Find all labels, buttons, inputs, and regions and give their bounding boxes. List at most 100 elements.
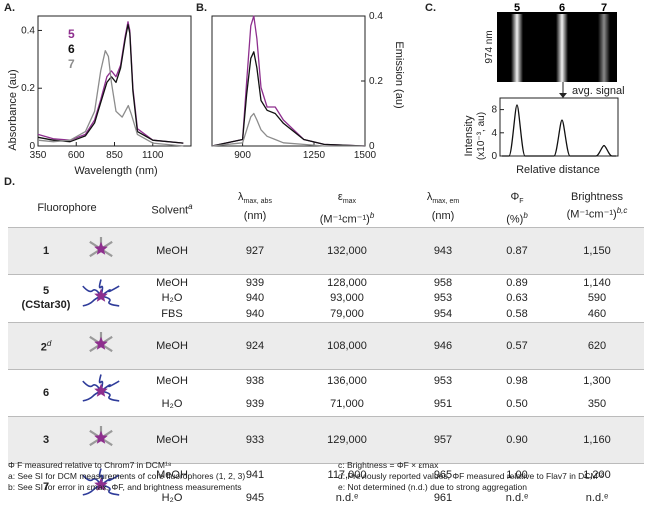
emission-ytick-label: 0.4: [369, 11, 383, 22]
fluorophore-cell: 2d: [8, 322, 126, 369]
epsilon-cell: 79,000: [330, 308, 364, 321]
table-row: 5 (CStar30) MeOH 939 128,000 958 0.89 1,140: [8, 274, 644, 311]
absorbance-series-7: [37, 50, 184, 147]
lambda-abs-cell: 924: [245, 339, 265, 352]
lambda-em-cell: 943: [433, 244, 453, 257]
epsilon-cell: 108,000: [327, 339, 367, 352]
compound-number: 2: [40, 341, 47, 354]
brightness-cell: 350: [587, 398, 607, 411]
legend-6: 6: [68, 42, 75, 56]
solvent-cell: FBS: [161, 308, 183, 321]
lambda-em-cell: 961: [433, 492, 453, 505]
table-header: Fluorophore Solventa λmax, abs (nm) εmax(…: [8, 190, 644, 227]
quantum-yield-cell: n.d.ᵉ: [505, 492, 529, 505]
intensity-frame: [499, 97, 619, 157]
signal-arrow-head: [559, 93, 567, 98]
absorbance-y-title: Absorbance (au): [7, 69, 19, 150]
emission-xtick-label: 1500: [354, 150, 377, 161]
fluorophore-cell: 1: [8, 227, 126, 274]
lane-7: [598, 14, 610, 82]
brightness-cell: 1,200: [583, 469, 611, 482]
footnote-c: c: Brightness = ΦF × εmax: [338, 460, 439, 470]
compound-number: 3: [42, 433, 50, 446]
table-row: 3 MeOH 933 129,000 957 0.90 1,160: [8, 416, 644, 464]
brightness-cell: 620: [587, 339, 607, 352]
header-epsilon: εmax (M⁻¹cm⁻¹)b: [319, 191, 375, 226]
epsilon-cell: 129,000: [327, 433, 367, 446]
table-row: 7 MeOH 941 117,000 965 1.00 1,200: [8, 463, 644, 496]
molecule-pegylated-icon: [82, 279, 120, 308]
emission-series-6: [211, 51, 366, 147]
solvent-cell: H₂O: [161, 398, 183, 411]
compound-number: 1: [42, 244, 50, 257]
compound-footnote: d: [46, 339, 52, 349]
lane-5: [511, 14, 523, 82]
emission-y-title: Emission (au): [393, 41, 405, 108]
solvent-cell: MeOH: [156, 469, 188, 482]
header-solvent: Solventa: [151, 201, 193, 217]
solvent-cell: MeOH: [156, 339, 188, 352]
lambda-abs-cell: 941: [245, 469, 265, 482]
lambda-abs-cell: 939: [245, 398, 265, 411]
absorbance-series-5: [37, 21, 184, 144]
emission-xtick-label: 1250: [303, 150, 326, 161]
table-row: H₂O 945 n.d.ᵉ 961 n.d.ᵉ n.d.ᵉ: [8, 487, 644, 510]
header-lambda-abs: λmax, abs (nm): [238, 191, 272, 223]
header-lambda-em: λmax, em (nm): [426, 191, 460, 223]
solvent-cell: H₂O: [161, 492, 183, 505]
absorbance-ytick-label: 0: [29, 141, 35, 152]
footnotes-right: c: Brightness = ΦF × εmax d: Previously …: [338, 460, 648, 493]
brightness-cell: 1,160: [583, 433, 611, 446]
solvent-cell: MeOH: [156, 375, 188, 388]
absorbance-xtick-label: 600: [68, 150, 85, 161]
lambda-em-cell: 953: [433, 292, 453, 305]
lambda-abs-cell: 940: [245, 292, 265, 305]
legend-5: 5: [68, 27, 75, 41]
quantum-yield-cell: 0.87: [506, 244, 528, 257]
intensity-x-title: Relative distance: [516, 164, 600, 176]
table-row: 2d MeOH 924 108,000 946 0.57 620: [8, 322, 644, 370]
solvent-cell: MeOH: [156, 276, 188, 289]
compound-number: 6: [42, 386, 50, 399]
epsilon-cell: 117,000: [327, 469, 367, 482]
quantum-yield-cell: 0.63: [506, 292, 528, 305]
legend-7: 7: [68, 57, 75, 71]
table-row: 1 MeOH 927 132,000 943 0.87 1,150: [8, 227, 644, 275]
molecule-plain-icon: [89, 425, 113, 446]
quantum-yield-cell: 0.98: [506, 375, 528, 388]
absorbance-ytick-label: 0.4: [21, 25, 35, 36]
compound-alias: (CStar30): [21, 299, 71, 312]
lambda-abs-cell: 938: [245, 375, 265, 388]
absorbance-series-6: [37, 24, 184, 144]
quantum-yield-cell: 0.89: [506, 276, 528, 289]
emission-series-5: [211, 15, 366, 147]
fluorophore-cell: 3: [8, 416, 126, 463]
lambda-abs-cell: 945: [245, 492, 265, 505]
lambda-abs-cell: 940: [245, 308, 265, 321]
avg-signal-label: avg. signal: [572, 85, 625, 97]
lambda-abs-cell: 927: [245, 244, 265, 257]
footnote-b: b: See SI for error in εmax, ΦF, and bri…: [8, 482, 242, 492]
molecule-pegylated-icon: [82, 468, 120, 496]
brightness-cell: n.d.ᵉ: [585, 492, 609, 505]
lane-label-5: 5: [514, 2, 520, 14]
lambda-em-cell: 958: [433, 276, 453, 289]
panel-b-label: B.: [196, 2, 207, 14]
absorbance-xtick-label: 350: [30, 150, 47, 161]
solvent-cell: MeOH: [156, 244, 188, 257]
intensity-ytick-label: 4: [491, 128, 497, 139]
brightness-cell: 1,140: [583, 276, 611, 289]
table-row: H₂O 940 93,000 953 0.63 590: [8, 290, 644, 306]
footnote-e: e: Not determined (n.d.) due to strong a…: [338, 482, 528, 492]
epsilon-cell: 93,000: [330, 292, 364, 305]
lambda-em-cell: 951: [433, 398, 453, 411]
header-brightness: Brightness (M⁻¹cm⁻¹)b,c: [566, 191, 628, 221]
table-row: H₂O 939 71,000 951 0.50 350: [8, 393, 644, 417]
epsilon-cell: n.d.ᵉ: [335, 492, 359, 505]
fluorophore-cell: 7: [8, 463, 126, 510]
lambda-em-cell: 965: [433, 469, 453, 482]
footnotes-left: Φ F measured relative to Chrom7 in DCM¹⁸…: [8, 460, 328, 493]
lambda-em-cell: 954: [433, 308, 453, 321]
intensity-ytick-label: 0: [491, 151, 497, 162]
